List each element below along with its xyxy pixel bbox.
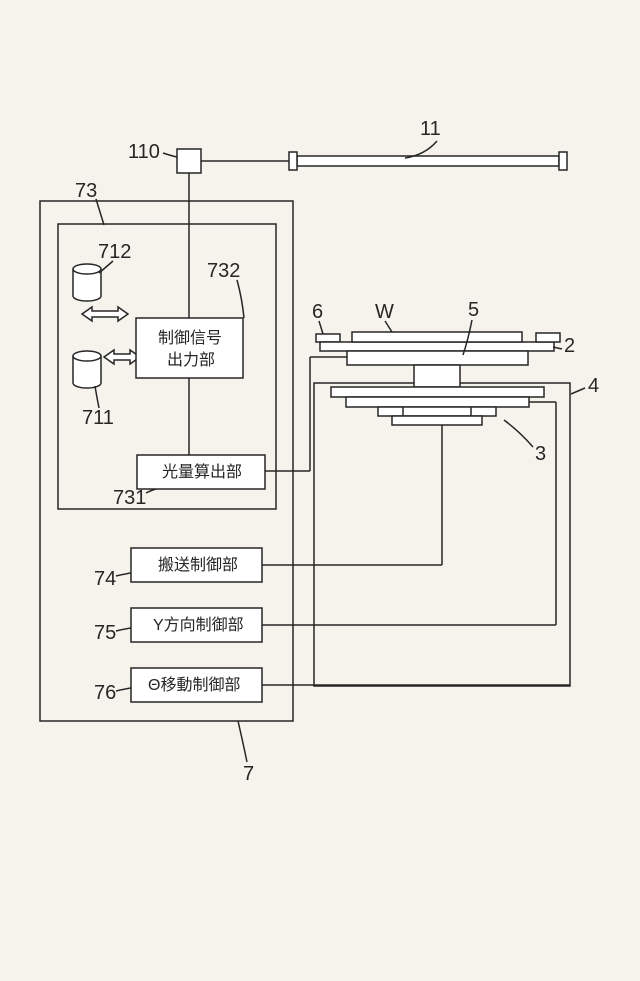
part-w-plate (347, 351, 528, 365)
label-731: 731 (113, 487, 146, 509)
part-bar-1 (378, 407, 496, 416)
part-w-top (352, 332, 522, 342)
label-5: 5 (468, 299, 479, 321)
part-right-tab (536, 333, 560, 342)
label-11: 11 (420, 118, 441, 140)
label-76: 76 (94, 682, 116, 704)
box-75-text: Y方向制御部 (153, 616, 244, 634)
box-110 (177, 149, 201, 173)
label-73: 73 (75, 180, 97, 202)
page-bg (0, 0, 640, 981)
label-711: 711 (82, 407, 114, 429)
box-732 (136, 318, 243, 378)
label-4: 4 (588, 375, 599, 397)
label-712: 712 (98, 241, 131, 263)
part-bar-2 (392, 416, 482, 425)
label-732: 732 (207, 260, 240, 282)
label-110: 110 (128, 141, 160, 163)
part-6-tab (316, 334, 340, 342)
box-76-text: Θ移動制御部 (148, 676, 240, 694)
label-74: 74 (94, 568, 116, 590)
part-lower-plate (346, 397, 529, 407)
box-732-text-l1: 制御信号 (158, 329, 222, 347)
cylinder-712 (73, 264, 101, 301)
label-75: 75 (94, 622, 116, 644)
box-731-text: 光量算出部 (162, 462, 242, 481)
label-7: 7 (243, 763, 254, 785)
label-3: 3 (535, 443, 546, 465)
label-2: 2 (564, 335, 575, 357)
label-W: W (375, 301, 394, 323)
part-pedestal (414, 365, 460, 387)
box-732-text-l2: 出力部 (167, 351, 215, 369)
label-6: 6 (312, 301, 323, 323)
cylinder-711 (73, 351, 101, 388)
box-74-text: 搬送制御部 (158, 556, 238, 574)
part-base-plate (331, 387, 544, 397)
part-top-slab (320, 342, 554, 351)
